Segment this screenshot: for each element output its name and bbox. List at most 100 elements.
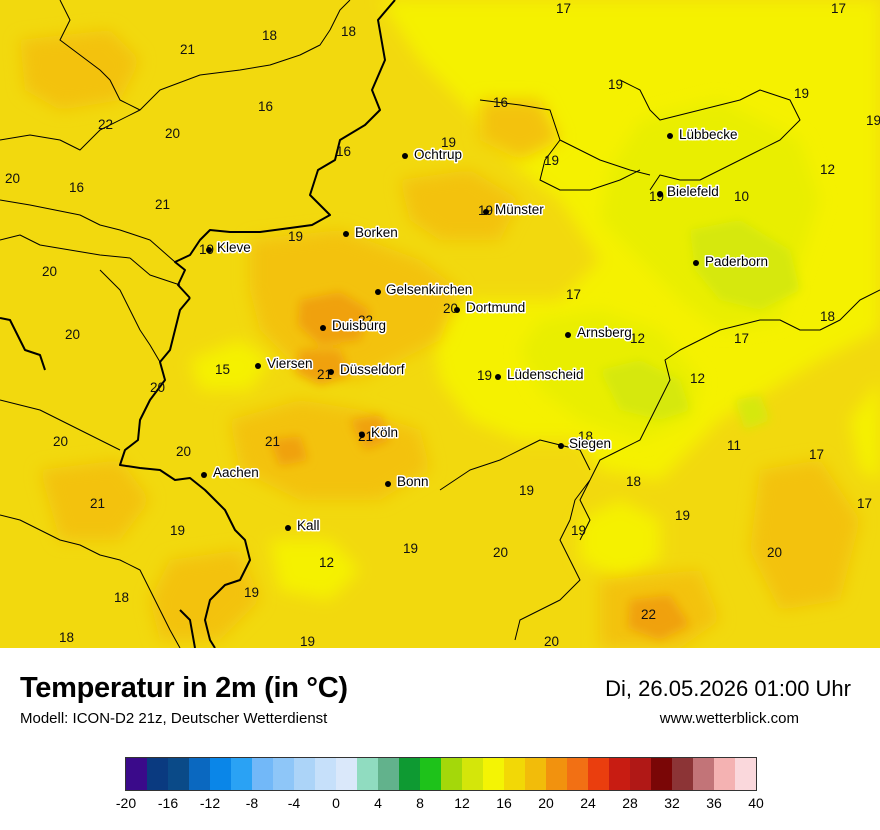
value-label: 17 [556, 1, 571, 16]
legend-swatch [546, 758, 567, 790]
value-label: 19 [288, 229, 303, 244]
value-label: 19 [403, 541, 418, 556]
value-label: 19 [519, 483, 534, 498]
city-label: Aachen [213, 465, 259, 480]
value-label: 19 [866, 113, 880, 128]
value-label: 22 [98, 117, 113, 132]
value-label: 19 [244, 585, 259, 600]
value-label: 17 [857, 496, 872, 511]
legend-swatch [210, 758, 231, 790]
legend-swatch [147, 758, 168, 790]
city-siegen: Siegen [558, 435, 613, 453]
value-label: 20 [544, 634, 559, 648]
legend-swatch [420, 758, 441, 790]
color-legend: -20 -16 -12 -8 -4 0 4 8 12 16 20 24 28 32 36 40 [116, 757, 764, 811]
value-label: 20 [176, 444, 191, 459]
website-link[interactable]: www.wetterblick.com [659, 710, 799, 727]
city-ochtrup: Ochtrup [402, 146, 464, 164]
legend-tick-label: 24 [580, 795, 596, 811]
legend-swatch [609, 758, 630, 790]
value-label: 16 [493, 95, 508, 110]
temperature-map: 17 17 21 18 18 19 19 19 22 16 16 20 19 1… [0, 0, 880, 648]
city-label: Münster [495, 202, 544, 217]
map-title: Temperatur in 2m (in °C) [20, 672, 348, 704]
value-label: 19 [477, 368, 492, 383]
model-info: Modell: ICON-D2 21z, Deutscher Wetterdie… [20, 710, 328, 727]
temperature-values: 17 17 21 18 18 19 19 19 22 16 16 20 19 1… [5, 1, 880, 648]
legend-tick-label: 32 [664, 795, 680, 811]
city-label: Arnsberg [577, 325, 632, 340]
legend-tick-label: -12 [199, 795, 221, 811]
legend-swatch [273, 758, 294, 790]
city-aachen: Aachen [201, 464, 260, 482]
value-label: 18 [341, 24, 356, 39]
city-kall: Kall [285, 517, 321, 535]
city-gelsenkirchen: Gelsenkirchen [375, 281, 474, 299]
value-label: 19 [300, 634, 315, 648]
value-label: 17 [734, 331, 749, 346]
legend-swatch [231, 758, 252, 790]
legend-swatch [378, 758, 399, 790]
legend-swatch [126, 758, 147, 790]
value-label: 20 [65, 327, 80, 342]
legend-swatch [462, 758, 483, 790]
legend-tick-label: -20 [115, 795, 137, 811]
value-label: 19 [571, 523, 586, 538]
value-label: 17 [831, 1, 846, 16]
value-label: 16 [336, 144, 351, 159]
value-label: 17 [809, 447, 824, 462]
value-label: 20 [443, 301, 458, 316]
legend-ticks: -20 -16 -12 -8 -4 0 4 8 12 16 20 24 28 32 36 40 [116, 791, 764, 811]
value-label: 15 [215, 362, 230, 377]
map-canvas: 17 17 21 18 18 19 19 19 22 16 16 20 19 1… [0, 0, 880, 648]
value-label: 18 [578, 429, 593, 444]
legend-swatch [651, 758, 672, 790]
legend-swatch [336, 758, 357, 790]
city-label: Kleve [217, 240, 251, 255]
legend-swatch [357, 758, 378, 790]
value-label: 19 [544, 153, 559, 168]
value-label: 21 [155, 197, 170, 212]
value-label: 20 [767, 545, 782, 560]
city-paderborn: Paderborn [693, 253, 770, 271]
legend-tick-label: 16 [496, 795, 512, 811]
city-label: Gelsenkirchen [386, 282, 472, 297]
city-label: Kall [297, 518, 320, 533]
city-luedenscheid: Lüdenscheid [495, 366, 585, 384]
value-label: 12 [630, 331, 645, 346]
state-borders [0, 0, 396, 648]
legend-swatch [315, 758, 336, 790]
value-label: 20 [493, 545, 508, 560]
legend-tick-label: 0 [332, 795, 340, 811]
legend-tick-label: 28 [622, 795, 638, 811]
value-label: 21 [90, 496, 105, 511]
legend-tick-label: 4 [374, 795, 382, 811]
legend-swatch [189, 758, 210, 790]
legend-swatch [168, 758, 189, 790]
value-label: 17 [566, 287, 581, 302]
hot-zones [270, 292, 690, 640]
legend-swatch [588, 758, 609, 790]
legend-swatch [252, 758, 273, 790]
city-koeln: Köln [359, 424, 400, 442]
city-label: Düsseldorf [340, 362, 405, 377]
value-label: 19 [441, 135, 456, 150]
city-label: Viersen [267, 356, 313, 371]
city-label: Bielefeld [667, 184, 719, 199]
value-label: 19 [675, 508, 690, 523]
city-bonn: Bonn [385, 473, 430, 491]
value-label: 11 [727, 438, 741, 453]
city-label: Duisburg [332, 318, 386, 333]
legend-tick-label: 8 [416, 795, 424, 811]
value-label: 19 [794, 86, 809, 101]
legend-swatch [567, 758, 588, 790]
legend-swatch [441, 758, 462, 790]
value-label: 18 [114, 590, 129, 605]
value-label: 19 [649, 189, 664, 204]
city-label: Bonn [397, 474, 429, 489]
value-label: 18 [262, 28, 277, 43]
legend-swatch [525, 758, 546, 790]
value-label: 19 [608, 77, 623, 92]
legend-swatch [735, 758, 756, 790]
value-label: 20 [150, 380, 165, 395]
